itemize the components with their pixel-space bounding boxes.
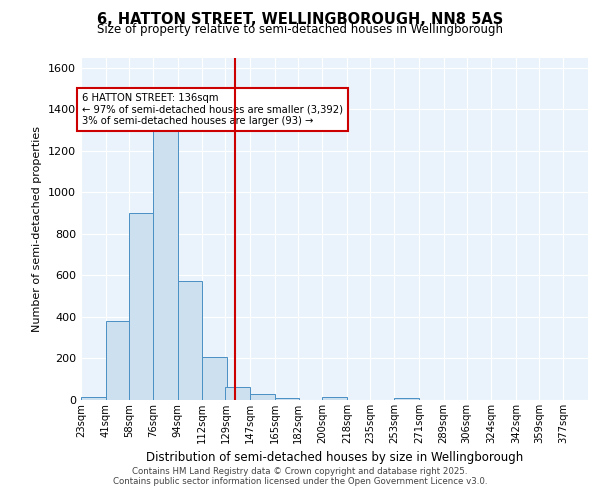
Bar xyxy=(153,130,178,400)
Bar xyxy=(81,397,106,400)
Bar xyxy=(322,397,347,400)
X-axis label: Distribution of semi-detached houses by size in Wellingborough: Distribution of semi-detached houses by … xyxy=(146,452,523,464)
Bar xyxy=(226,386,250,400)
Bar xyxy=(275,398,299,400)
Bar xyxy=(202,358,227,400)
Bar xyxy=(106,321,130,400)
Text: Contains public sector information licensed under the Open Government Licence v3: Contains public sector information licen… xyxy=(113,477,487,486)
Bar xyxy=(178,280,202,400)
Bar xyxy=(250,394,275,400)
Text: Contains HM Land Registry data © Crown copyright and database right 2025.: Contains HM Land Registry data © Crown c… xyxy=(132,467,468,476)
Text: Size of property relative to semi-detached houses in Wellingborough: Size of property relative to semi-detach… xyxy=(97,22,503,36)
Bar xyxy=(394,398,419,400)
Text: 6 HATTON STREET: 136sqm
← 97% of semi-detached houses are smaller (3,392)
3% of : 6 HATTON STREET: 136sqm ← 97% of semi-de… xyxy=(82,93,343,126)
Y-axis label: Number of semi-detached properties: Number of semi-detached properties xyxy=(32,126,43,332)
Bar xyxy=(129,213,153,400)
Text: 6, HATTON STREET, WELLINGBOROUGH, NN8 5AS: 6, HATTON STREET, WELLINGBOROUGH, NN8 5A… xyxy=(97,12,503,28)
